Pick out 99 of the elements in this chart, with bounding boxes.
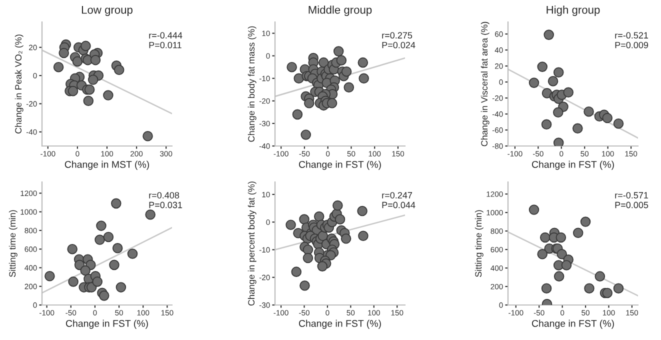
point — [528, 78, 540, 88]
x-axis-title: Change in FST (%) — [532, 160, 614, 170]
point — [300, 280, 310, 291]
point — [83, 96, 94, 106]
point — [292, 109, 303, 120]
chart-title: Low group — [82, 6, 132, 16]
point — [580, 216, 591, 227]
point — [594, 271, 606, 282]
point — [109, 260, 120, 270]
point — [72, 56, 83, 67]
point — [340, 234, 352, 244]
annotation: r=-0.571 P=0.005 — [615, 192, 648, 208]
point — [53, 62, 64, 72]
annotation: r=0.408 P=0.031 — [149, 192, 182, 208]
point — [314, 211, 324, 222]
annotation: r=-0.521 P=0.009 — [615, 32, 648, 48]
point — [358, 57, 368, 68]
point — [556, 232, 566, 243]
point — [336, 55, 347, 66]
point — [112, 243, 123, 254]
point — [127, 248, 138, 259]
point — [92, 276, 103, 287]
point — [90, 54, 101, 66]
point — [541, 283, 552, 294]
point — [44, 270, 55, 282]
point — [553, 107, 564, 118]
point — [358, 73, 369, 84]
point — [84, 84, 95, 95]
x-axis-title: Change in FST (%) — [298, 320, 381, 329]
point — [80, 265, 90, 276]
point — [88, 74, 98, 85]
point — [68, 86, 78, 96]
point — [114, 64, 124, 76]
point — [544, 30, 554, 40]
x-axis-title: Change in FST (%) — [66, 320, 148, 329]
point — [300, 130, 312, 140]
x-axis-title: Change in MST (%) — [64, 160, 149, 170]
point — [291, 266, 302, 277]
point — [302, 244, 314, 255]
point — [548, 76, 558, 86]
point — [333, 46, 344, 56]
point — [332, 200, 343, 211]
point — [334, 214, 346, 224]
chart-title: High group — [546, 6, 600, 16]
point — [111, 198, 122, 209]
annotation: r=0.247 P=0.044 — [382, 192, 416, 208]
point — [68, 276, 78, 287]
point — [103, 90, 114, 100]
point — [556, 248, 567, 260]
point — [358, 230, 368, 242]
point — [341, 66, 352, 77]
point — [613, 118, 624, 129]
point — [553, 138, 564, 146]
y-axis-title: Change in body fat mass (%) — [248, 26, 256, 142]
point — [540, 232, 550, 243]
point — [96, 220, 106, 231]
point — [67, 244, 78, 254]
point — [103, 232, 114, 242]
point — [145, 209, 156, 220]
point — [541, 119, 552, 130]
point — [602, 112, 612, 124]
annotation: r=-0.444 P=0.011 — [149, 32, 182, 48]
point — [94, 234, 105, 245]
point — [116, 282, 126, 292]
point — [58, 48, 70, 58]
y-axis-title: Sitting time (min) — [474, 210, 484, 277]
point — [554, 271, 564, 282]
point — [286, 220, 296, 230]
y-axis-title: Sitting time (min) — [8, 210, 18, 277]
point — [302, 252, 314, 264]
point — [142, 130, 153, 142]
point — [563, 87, 574, 98]
annotation: r=0.275 P=0.024 — [382, 32, 416, 48]
y-axis-title: Change in percent body fat (%) — [248, 182, 256, 306]
point — [326, 98, 338, 108]
point — [602, 288, 612, 298]
x-axis-title: Change in FST (%) — [532, 320, 614, 329]
point — [286, 62, 297, 72]
point — [572, 123, 583, 134]
y-axis-title: Change in Visceral fat area (%) — [480, 22, 490, 146]
point — [537, 248, 548, 260]
point — [357, 206, 368, 216]
point — [561, 260, 572, 270]
point — [553, 67, 564, 78]
point — [80, 40, 91, 52]
point — [584, 106, 594, 117]
point — [528, 204, 540, 215]
point — [344, 82, 354, 93]
point — [304, 98, 314, 108]
point — [613, 283, 624, 294]
point — [572, 228, 584, 238]
y-axis-title: Change in Peak VO₂ (%) — [14, 34, 24, 134]
chart-title: Middle group — [308, 6, 372, 16]
point — [584, 283, 594, 294]
point — [98, 290, 110, 301]
point — [537, 62, 548, 72]
point — [317, 261, 328, 272]
x-axis-title: Change in FST (%) — [298, 160, 381, 170]
point — [299, 214, 310, 224]
